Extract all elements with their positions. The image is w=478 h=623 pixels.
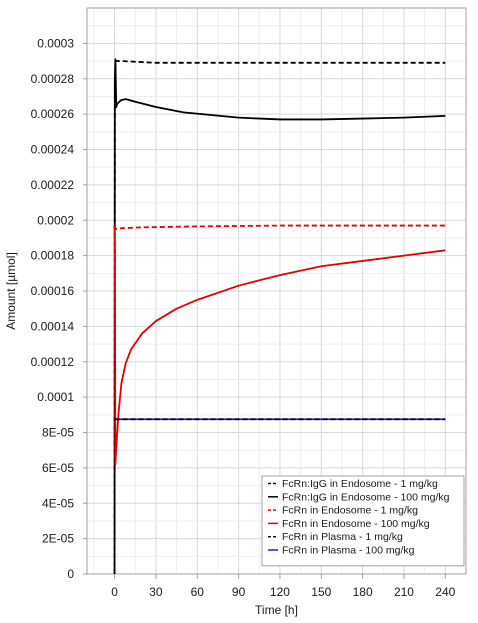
y-tick-label: 0.0003 (37, 36, 74, 50)
y-axis-ticks: 0 2E-05 4E-05 6E-05 8E-05 0.0001 0.00012 0.0001… (31, 36, 87, 581)
y-tick-label: 6E-05 (42, 461, 74, 475)
series-line-2 (113, 58, 446, 575)
legend-entry-label: FcRn in Endosome - 100 mg/kg (282, 518, 430, 530)
series-line-3 (113, 224, 446, 230)
legend-entry-label: FcRn in Plasma - 100 mg/kg (282, 545, 415, 557)
y-tick-label: 0.0001 (37, 390, 74, 404)
x-tick-label: 180 (353, 585, 373, 599)
y-tick-label: 0.00016 (31, 284, 75, 298)
x-tick-label: 0 (111, 585, 118, 599)
x-tick-label: 150 (311, 585, 331, 599)
x-tick-label: 90 (232, 585, 246, 599)
y-tick-label: 2E-05 (42, 532, 74, 546)
x-axis-title: Time [h] (255, 603, 298, 617)
y-tick-label: 4E-05 (42, 496, 74, 510)
series-line-4 (113, 225, 446, 466)
x-tick-label: 60 (191, 585, 205, 599)
y-tick-label: 0.00028 (31, 72, 75, 86)
y-tick-label: 0.00022 (31, 178, 75, 192)
y-tick-label: 0 (67, 567, 74, 581)
y-tick-label: 0.00018 (31, 249, 75, 263)
y-axis-title: Amount [µmol] (4, 252, 18, 330)
x-axis-ticks: 0 30 60 90 120 150 180 210 240 (111, 574, 456, 599)
y-tick-label: 8E-05 (42, 426, 74, 440)
y-tick-label: 0.0002 (37, 213, 74, 227)
x-tick-label: 240 (435, 585, 455, 599)
x-tick-label: 30 (149, 585, 163, 599)
legend-entry-label: FcRn in Endosome - 1 mg/kg (282, 505, 418, 517)
legend-entry-label: FcRn:IgG in Endosome - 100 mg/kg (282, 491, 450, 503)
y-tick-label: 0.00012 (31, 355, 75, 369)
y-tick-label: 0.00014 (31, 319, 75, 333)
legend-entry-label: FcRn in Plasma - 1 mg/kg (282, 531, 403, 543)
legend-box (261, 475, 465, 567)
series-layer (113, 58, 446, 575)
legend-entry-label: FcRn:IgG in Endosome - 1 mg/kg (282, 478, 438, 490)
x-tick-label: 210 (394, 585, 414, 599)
y-tick-label: 0.00026 (31, 107, 75, 121)
x-tick-label: 120 (270, 585, 290, 599)
series-line-1 (113, 60, 446, 575)
y-tick-label: 0.00024 (31, 143, 75, 157)
